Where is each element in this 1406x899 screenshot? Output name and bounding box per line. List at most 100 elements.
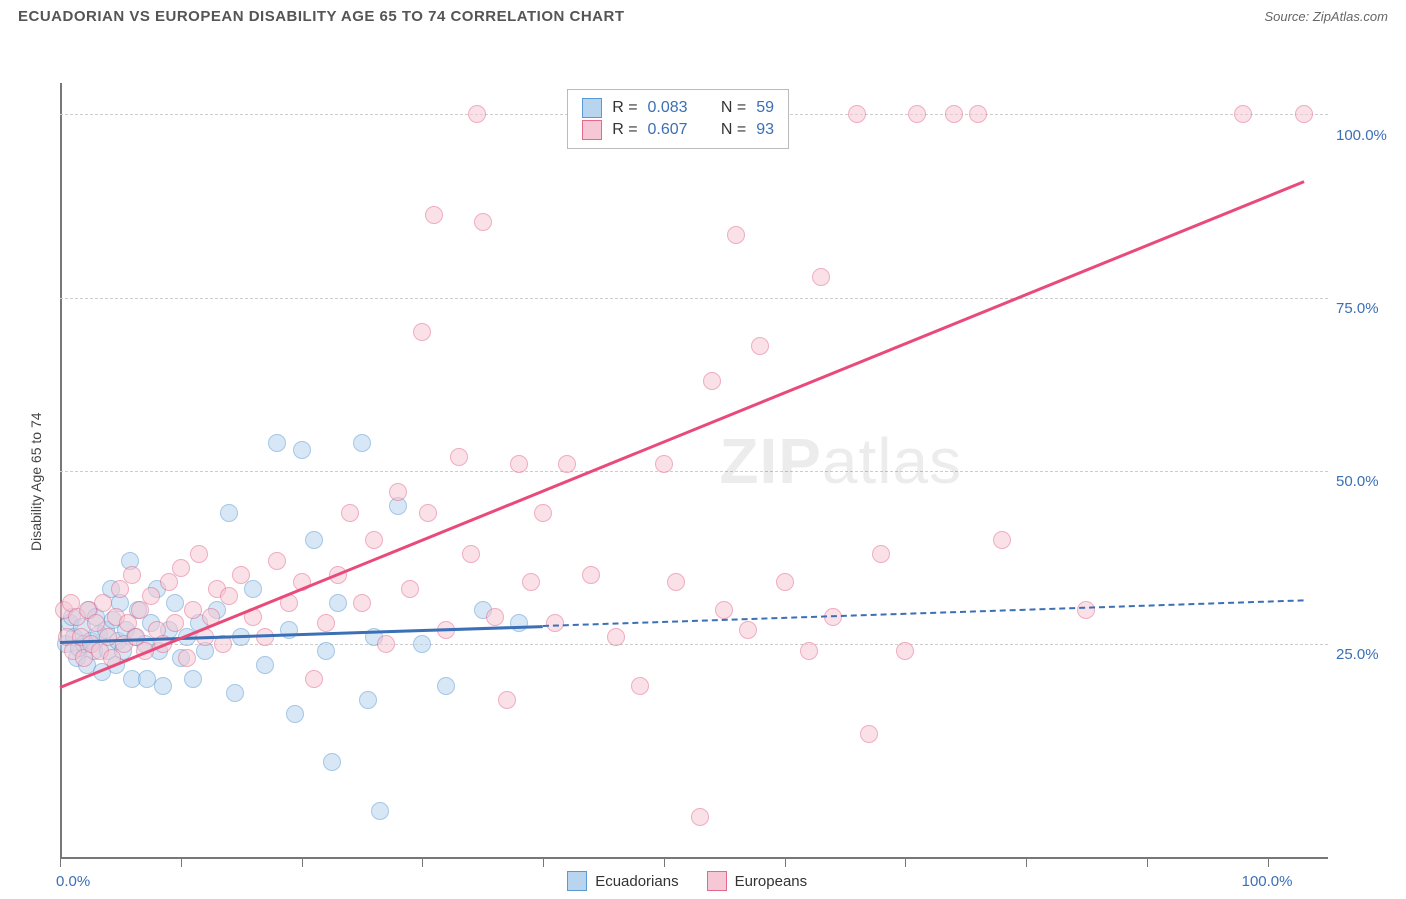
y-tick-label: 25.0% (1336, 646, 1379, 663)
legend-swatch (582, 120, 602, 140)
scatter-point (413, 323, 431, 341)
scatter-point (1234, 105, 1252, 123)
x-axis-label-right: 100.0% (1242, 873, 1293, 890)
scatter-point (691, 808, 709, 826)
scatter-point (256, 656, 274, 674)
r-value: 0.607 (648, 121, 688, 139)
scatter-point (166, 614, 184, 632)
stats-row: R = 0.607 N = 93 (582, 120, 774, 140)
stats-row: R = 0.083 N = 59 (582, 98, 774, 118)
scatter-point (389, 483, 407, 501)
x-tick-mark (785, 859, 786, 867)
scatter-point (425, 206, 443, 224)
x-tick-mark (1147, 859, 1148, 867)
x-axis-label-left: 0.0% (56, 873, 90, 890)
x-tick-mark (422, 859, 423, 867)
scatter-point (631, 677, 649, 695)
scatter-point (848, 105, 866, 123)
y-tick-label: 75.0% (1336, 300, 1379, 317)
scatter-point (727, 226, 745, 244)
scatter-point (401, 580, 419, 598)
x-tick-mark (1026, 859, 1027, 867)
chart-title: ECUADORIAN VS EUROPEAN DISABILITY AGE 65… (18, 8, 625, 25)
scatter-point (293, 441, 311, 459)
scatter-point (510, 614, 528, 632)
scatter-point (123, 566, 141, 584)
scatter-point (142, 587, 160, 605)
scatter-point (317, 642, 335, 660)
scatter-point (800, 642, 818, 660)
scatter-point (993, 531, 1011, 549)
scatter-point (305, 670, 323, 688)
scatter-point (896, 642, 914, 660)
scatter-point (558, 455, 576, 473)
scatter-point (280, 621, 298, 639)
y-tick-label: 100.0% (1336, 127, 1387, 144)
n-value: 59 (756, 99, 774, 117)
legend-swatch (707, 871, 727, 891)
scatter-point (178, 649, 196, 667)
gridline (60, 644, 1328, 645)
scatter-point (655, 455, 673, 473)
scatter-point (268, 434, 286, 452)
stats-legend-box: R = 0.083 N = 59R = 0.607 N = 93 (567, 89, 789, 149)
chart-header: ECUADORIAN VS EUROPEAN DISABILITY AGE 65… (0, 0, 1406, 29)
scatter-point (776, 573, 794, 591)
bottom-legend: Ecuadorians Europeans (567, 871, 807, 891)
scatter-point (341, 504, 359, 522)
x-tick-mark (302, 859, 303, 867)
scatter-chart: 25.0%50.0%75.0%100.0%0.0%100.0%Disabilit… (10, 33, 1398, 899)
legend-item: Europeans (707, 871, 808, 891)
scatter-point (190, 545, 208, 563)
legend-swatch (582, 98, 602, 118)
r-value: 0.083 (648, 99, 688, 117)
scatter-point (184, 601, 202, 619)
scatter-point (359, 691, 377, 709)
n-label: N = (721, 99, 746, 117)
r-label: R = (612, 121, 637, 139)
scatter-point (377, 635, 395, 653)
scatter-point (184, 670, 202, 688)
source-prefix: Source: (1264, 9, 1312, 24)
scatter-point (486, 608, 504, 626)
scatter-point (437, 677, 455, 695)
scatter-point (498, 691, 516, 709)
scatter-point (812, 268, 830, 286)
scatter-point (450, 448, 468, 466)
scatter-point (860, 725, 878, 743)
scatter-point (305, 531, 323, 549)
scatter-point (667, 573, 685, 591)
x-tick-mark (181, 859, 182, 867)
legend-label: Ecuadorians (595, 873, 678, 890)
scatter-point (462, 545, 480, 563)
scatter-point (945, 105, 963, 123)
scatter-point (365, 531, 383, 549)
scatter-point (607, 628, 625, 646)
legend-item: Ecuadorians (567, 871, 678, 891)
scatter-point (703, 372, 721, 390)
scatter-point (1295, 105, 1313, 123)
scatter-point (969, 105, 987, 123)
scatter-point (872, 545, 890, 563)
scatter-point (317, 614, 335, 632)
x-tick-mark (60, 859, 61, 867)
gridline (60, 298, 1328, 299)
x-tick-mark (664, 859, 665, 867)
scatter-point (353, 594, 371, 612)
scatter-point (226, 684, 244, 702)
scatter-point (166, 594, 184, 612)
scatter-point (715, 601, 733, 619)
scatter-point (244, 580, 262, 598)
scatter-point (582, 566, 600, 584)
scatter-point (534, 504, 552, 522)
scatter-point (232, 566, 250, 584)
legend-label: Europeans (735, 873, 808, 890)
n-value: 93 (756, 121, 774, 139)
scatter-point (522, 573, 540, 591)
x-tick-mark (905, 859, 906, 867)
y-axis-label: Disability Age 65 to 74 (28, 412, 44, 551)
scatter-point (751, 337, 769, 355)
scatter-point (474, 213, 492, 231)
legend-swatch (567, 871, 587, 891)
x-tick-mark (543, 859, 544, 867)
